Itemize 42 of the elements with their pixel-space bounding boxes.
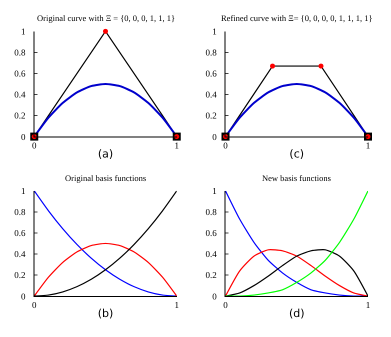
x-axis-title: (b) (98, 307, 114, 320)
y-tick-label: 0.8 (205, 48, 218, 58)
chart-title: Original basis functions (65, 173, 146, 183)
y-tick-label: 0.4 (14, 249, 26, 260)
x-tick-label: 1 (366, 140, 370, 150)
y-tick-label: 1 (20, 186, 26, 196)
y-tick-label: 0.4 (205, 249, 218, 260)
x-tick-label: 1 (174, 140, 179, 150)
x-tick-label: 0 (32, 140, 37, 150)
y-tick-label: 0.8 (14, 48, 26, 58)
y-tick-label: 0.8 (205, 207, 218, 218)
y-tick-label: 0.6 (14, 68, 26, 79)
chart-title: Refined curve with Ξ= {0, 0, 0, 0, 1, 1, 1, 1} (221, 13, 373, 23)
x-tick-label: 0 (32, 300, 37, 310)
x-tick-label: 0 (223, 300, 228, 310)
y-tick-label: 0.6 (205, 228, 218, 238)
y-tick-label: 0.2 (14, 270, 26, 280)
y-tick-label: 0 (20, 132, 26, 142)
y-tick-label: 1 (212, 26, 217, 36)
y-tick-label: 0.2 (205, 270, 217, 280)
chart-title: Original curve with Ξ = {0, 0, 0, 1, 1, 1} (37, 13, 176, 23)
y-tick-label: 0 (212, 132, 218, 142)
y-tick-label: 1 (212, 186, 217, 196)
y-tick-label: 0 (212, 291, 218, 302)
chart-title: New basis functions (262, 173, 331, 183)
x-axis-title: (c) (289, 148, 304, 161)
y-tick-label: 0.6 (14, 228, 26, 238)
y-tick-label: 0.4 (14, 90, 26, 100)
y-tick-label: 0.2 (14, 110, 26, 121)
y-tick-label: 1 (20, 26, 26, 36)
x-tick-label: 1 (366, 300, 370, 310)
x-axis-title: (d) (288, 307, 305, 320)
x-axis-title: (a) (98, 148, 114, 161)
x-tick-label: 1 (174, 300, 179, 310)
y-tick-label: 0.6 (205, 68, 218, 79)
y-tick-label: 0.2 (205, 110, 217, 121)
y-tick-label: 0.4 (205, 90, 218, 100)
y-tick-label: 0 (20, 291, 26, 302)
x-tick-label: 0 (223, 140, 228, 150)
line-series (226, 190, 368, 296)
line-series (34, 190, 177, 296)
y-tick-label: 0.8 (14, 207, 26, 218)
